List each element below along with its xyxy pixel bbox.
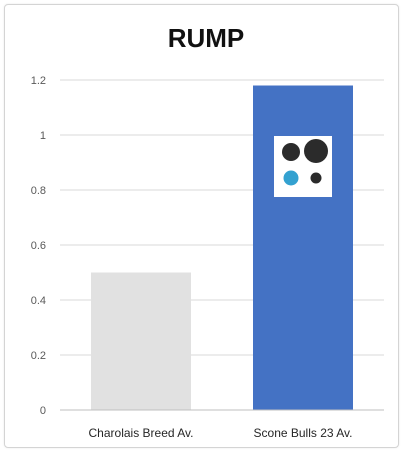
- logo-dot: [304, 139, 328, 163]
- x-axis-labels: Charolais Breed Av. Scone Bulls 23 Av.: [89, 426, 353, 440]
- logo-dot: [310, 172, 322, 184]
- y-tick-label: 0.4: [31, 295, 46, 307]
- x-tick-label: Charolais Breed Av.: [89, 426, 194, 440]
- y-tick-label: 1.2: [31, 75, 46, 87]
- bar: [253, 85, 353, 410]
- y-axis-ticks: 0 0.2 0.4 0.6 0.8 1 1.2: [31, 75, 46, 417]
- y-tick-label: 0: [40, 405, 46, 417]
- y-tick-label: 0.2: [31, 350, 46, 362]
- logo-dot: [282, 143, 300, 161]
- bars: [91, 85, 353, 410]
- y-tick-label: 1: [40, 130, 46, 142]
- four-dots-logo: [274, 136, 332, 197]
- y-tick-label: 0.6: [31, 240, 46, 252]
- x-tick-label: Scone Bulls 23 Av.: [254, 426, 353, 440]
- bar: [91, 272, 191, 410]
- y-tick-label: 0.8: [31, 185, 46, 197]
- chart-title: RUMP: [168, 23, 245, 53]
- logo-dot: [283, 170, 299, 186]
